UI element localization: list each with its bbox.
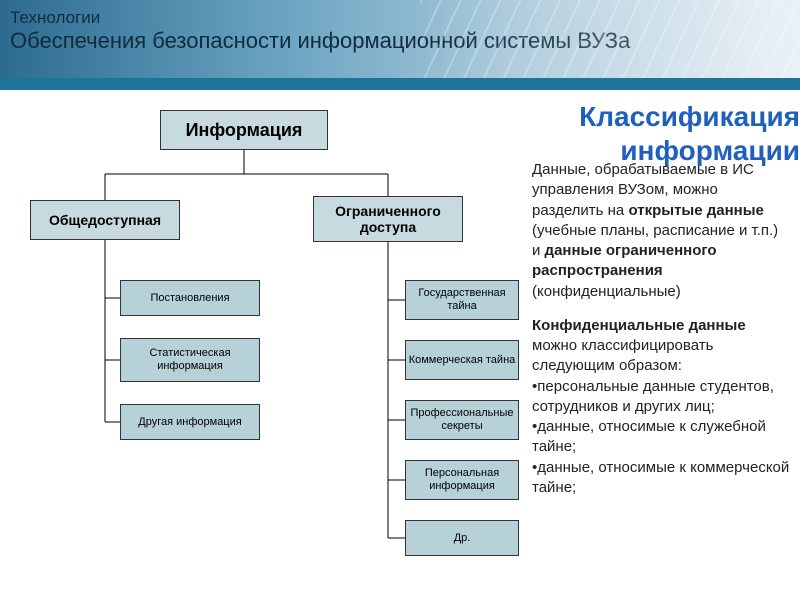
header-subtitle: Технологии	[10, 8, 790, 28]
body-text: Данные, обрабатываемые в ИС управления В…	[532, 160, 790, 498]
para1-bold2: данные ограниченного распространения	[532, 242, 717, 279]
header-title: Обеспечения безопасности информационной …	[10, 28, 790, 54]
section-title: Классификация информации	[500, 100, 800, 167]
tree-node-restricted-1: Коммерческая тайна	[405, 340, 519, 380]
tree-node-restricted-0: Государственная тайна	[405, 280, 519, 320]
slide-header: Технологии Обеспечения безопасности инфо…	[0, 0, 800, 78]
tree-node-cat-1: Ограниченного доступа	[313, 196, 463, 242]
header-strip	[0, 78, 800, 90]
bullet-1: •персональные данные студентов, сотрудни…	[532, 378, 774, 415]
para2-a: можно классифицировать следующим образом…	[532, 337, 713, 374]
tree-node-restricted-2: Профессиональные секреты	[405, 400, 519, 440]
bullet-2: •данные, относимые к служебной тайне;	[532, 418, 766, 455]
para2-bold: Конфиденциальные данные	[532, 317, 746, 334]
para1-bold1: открытые данные	[628, 202, 763, 219]
tree-node-restricted-4: Др.	[405, 520, 519, 556]
bullet-3: •данные, относимые к коммерческой тайне;	[532, 459, 789, 496]
para1-c: (конфиденциальные)	[532, 283, 681, 300]
tree-node-public-1: Статистическая информация	[120, 338, 260, 382]
tree-node-cat-0: Общедоступная	[30, 200, 180, 240]
slide-content: Информация Общедоступная Ограниченного дос…	[0, 90, 800, 600]
tree-node-public-2: Другая информация	[120, 404, 260, 440]
tree-node-public-0: Постановления	[120, 280, 260, 316]
tree-node-root: Информация	[160, 110, 328, 150]
tree-node-restricted-3: Персональная информация	[405, 460, 519, 500]
